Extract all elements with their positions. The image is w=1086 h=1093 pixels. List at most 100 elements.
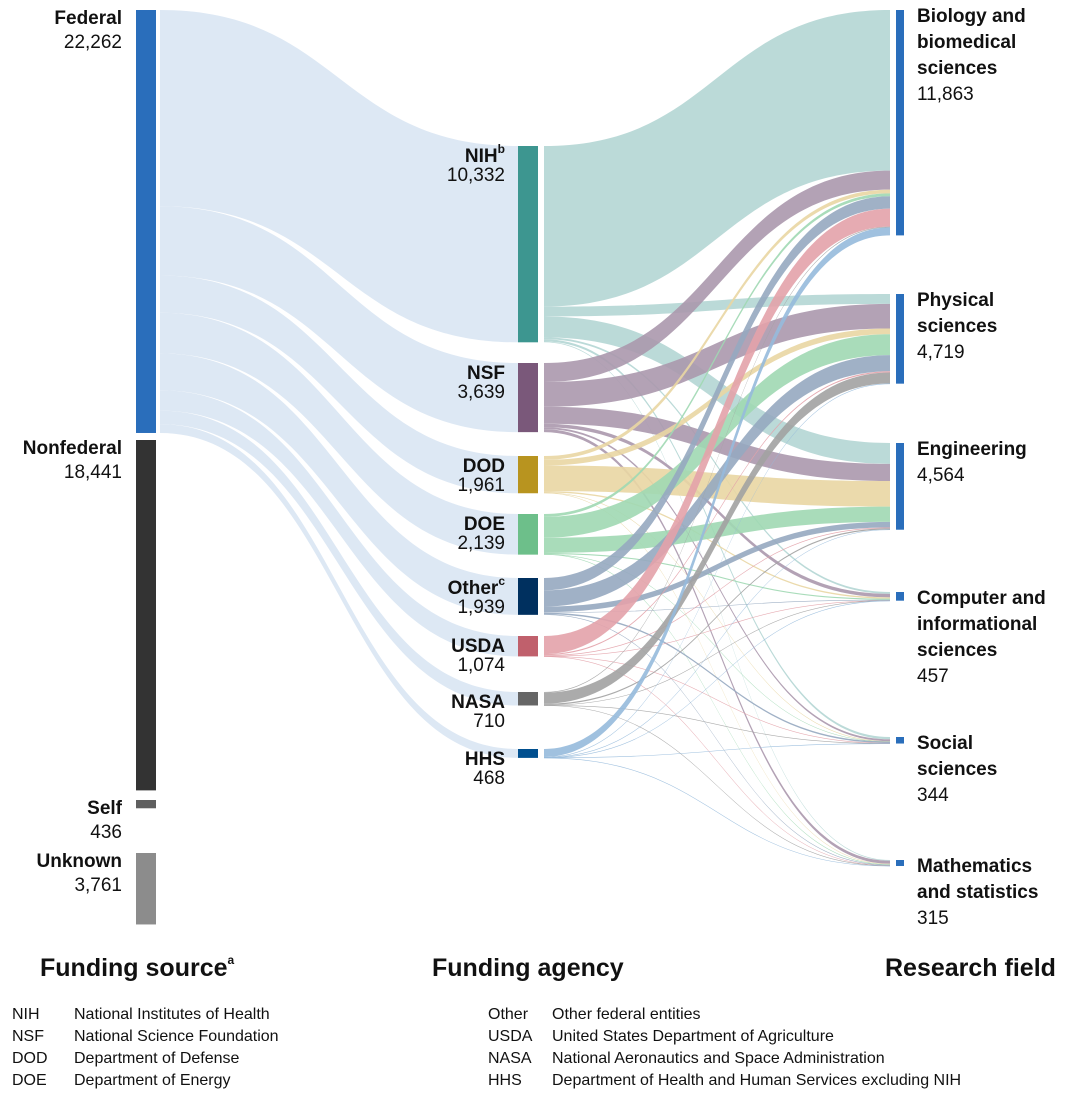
field-value: 4,564 [917, 465, 965, 486]
legend-text: Department of Defense [74, 1050, 240, 1067]
field-name: Social [917, 733, 973, 754]
links [160, 10, 890, 867]
agency-value: 1,961 [457, 475, 505, 496]
agency-node [518, 514, 538, 555]
agency-field-link [544, 491, 890, 599]
agency-field-link [544, 341, 890, 861]
agency-field-link [544, 193, 890, 517]
field-node [896, 294, 904, 384]
agency-field-link [544, 371, 890, 656]
agency-name: HHS [465, 749, 505, 770]
legend-abbr: DOD [12, 1050, 48, 1067]
field-value: 457 [917, 666, 949, 687]
agency-abbr: DOD [463, 456, 505, 477]
legend-text: Other federal entities [552, 1006, 701, 1023]
agency-node [518, 456, 538, 494]
agency-value: 468 [473, 768, 505, 789]
federal-link [160, 390, 518, 657]
field-node [896, 443, 904, 530]
footnote-mark: a [228, 953, 235, 967]
agency-value: 10,332 [447, 165, 505, 186]
field-name: and statistics [917, 882, 1038, 903]
agency-node [518, 578, 538, 615]
field-node [896, 10, 904, 236]
field-name: biomedical [917, 32, 1016, 53]
source-node [136, 440, 156, 791]
source-node [136, 10, 156, 433]
field-name: Physical [917, 290, 994, 311]
agency-abbr: HHS [465, 749, 505, 770]
agency-name: USDA [451, 636, 505, 657]
legend-abbr: NIH [12, 1006, 40, 1023]
agency-abbr: USDA [451, 636, 505, 657]
agency-field-link [544, 423, 890, 598]
field-name: sciences [917, 58, 997, 79]
agency-field-link [544, 189, 890, 460]
field-name: Computer and [917, 588, 1046, 609]
agency-value: 1,939 [457, 597, 505, 618]
agency-field-link [544, 705, 890, 867]
agency-value: 1,074 [457, 655, 505, 676]
agency-field-link [544, 612, 890, 743]
field-name: sciences [917, 316, 997, 337]
field-value: 4,719 [917, 342, 965, 363]
agency-field-link [544, 337, 890, 594]
agency-name: NASA [451, 692, 505, 713]
agency-field-link [544, 656, 890, 744]
agency-field-link [544, 527, 890, 656]
agency-field-link [544, 208, 890, 655]
agency-field-link [544, 554, 890, 865]
field-node [896, 860, 904, 866]
field-value: 344 [917, 785, 949, 806]
field-name: Biology and [917, 6, 1026, 27]
agency-node [518, 146, 538, 343]
field-name: Engineering [917, 439, 1027, 460]
agency-abbr: NASA [451, 692, 505, 713]
agency-name: Otherc [448, 574, 506, 599]
agency-value: 2,139 [457, 533, 505, 554]
agency-field-link [544, 196, 890, 591]
field-name: sciences [917, 759, 997, 780]
federal-link [160, 353, 518, 615]
federal-link [160, 312, 518, 555]
field-node [896, 592, 904, 601]
legend-text: United States Department of Agriculture [552, 1028, 834, 1045]
agency-field-link [544, 10, 890, 307]
legend-abbr: HHS [488, 1072, 522, 1089]
source-value: 18,441 [64, 462, 122, 483]
legend-text: National Aeronautics and Space Administr… [552, 1050, 885, 1067]
column-title-text: Research field [885, 954, 1056, 982]
agency-field-link [544, 521, 890, 613]
legend-text: National Institutes of Health [74, 1006, 270, 1023]
agency-field-link [544, 614, 890, 866]
agency-field-link [544, 757, 890, 867]
agency-abbr: DOE [464, 514, 505, 535]
agency-field-link [544, 656, 890, 866]
source-name: Nonfederal [23, 438, 122, 459]
legend-text: Department of Energy [74, 1072, 231, 1089]
agency-field-link [544, 294, 890, 317]
federal-link [160, 410, 518, 706]
agency-field-link [544, 170, 890, 382]
agency-field-link [544, 529, 890, 758]
field-node [896, 737, 904, 744]
agency-field-link [544, 429, 890, 864]
legend-abbr: DOE [12, 1072, 47, 1089]
agency-name: NIHb [465, 142, 505, 167]
agency-abbr: NIH [465, 146, 498, 167]
agency-name: DOD [463, 456, 505, 477]
agency-node [518, 636, 538, 657]
agency-node [518, 363, 538, 433]
agency-abbr: Other [448, 578, 499, 599]
legend-abbr: NSF [12, 1028, 44, 1045]
agency-node [518, 692, 538, 706]
agency-field-link [544, 705, 890, 744]
legend-abbr: USDA [488, 1028, 533, 1045]
agency-field-link [544, 528, 890, 705]
column-title: Funding sourcea [40, 953, 235, 981]
agency-field-link [544, 743, 890, 759]
agency-name: DOE [464, 514, 505, 535]
federal-link [160, 206, 518, 433]
source-node [136, 800, 156, 809]
